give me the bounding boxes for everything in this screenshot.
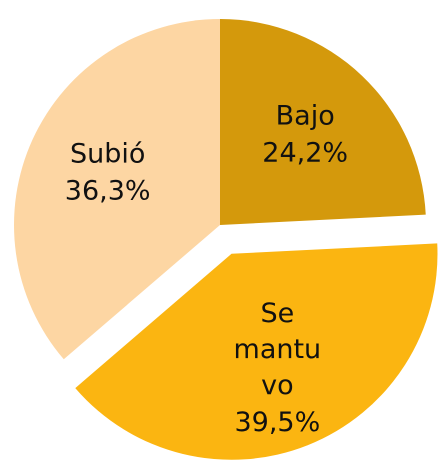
value-label: 39,5% [234, 407, 321, 438]
slice-label: Se mantuvo 39,5% [227, 296, 327, 442]
value-label: 24,2% [262, 137, 349, 169]
category-label: Bajo [275, 100, 335, 132]
category-label: Subió [69, 138, 146, 170]
value-label: 36,3% [64, 175, 151, 207]
slice-label: Bajo 24,2% [255, 99, 355, 172]
category-label: Se mantuvo [233, 297, 322, 402]
slice-label: Subió 36,3% [58, 137, 158, 210]
pie-slice [220, 19, 426, 225]
pie-slice [14, 19, 220, 360]
pie-slice [75, 243, 438, 460]
